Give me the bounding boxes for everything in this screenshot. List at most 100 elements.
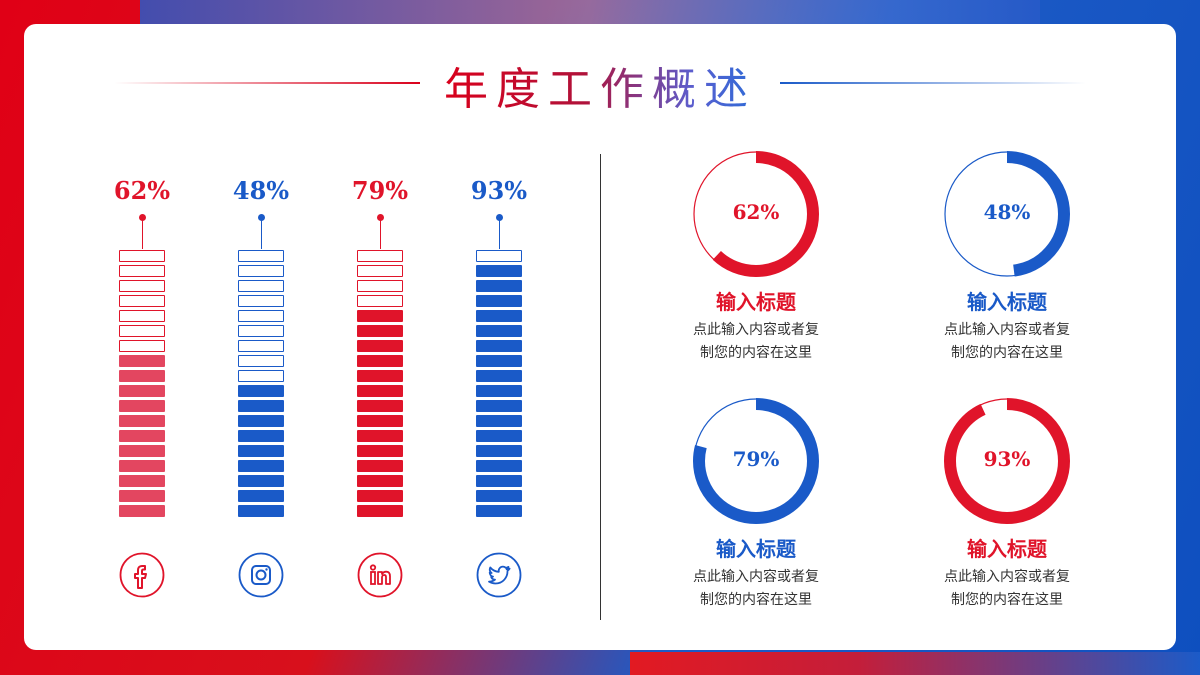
gauge-description-line: 制您的内容在这里 (951, 345, 1063, 361)
bar-segment (476, 505, 522, 517)
center-divider (600, 154, 601, 620)
page-title: 年度工作概述 (444, 60, 756, 120)
background-stripe-bottom (630, 652, 1200, 675)
bar-segment (238, 505, 284, 517)
gauge-description-line: 制您的内容在这里 (700, 345, 812, 361)
bar-segment (357, 325, 403, 337)
slide-card: 年度工作概述 62% 48% 79% 93% 62% 输入标题 点此输入内容或者复 制您的内… (24, 24, 1176, 650)
bar-segment (476, 400, 522, 412)
gauge-description-line: 制您的内容在这里 (951, 592, 1063, 608)
bar-value-label: 79% (351, 176, 409, 205)
bar-segment (119, 385, 165, 397)
bar-segment (357, 460, 403, 472)
linkedin-icon (357, 552, 403, 598)
bar-segment (238, 295, 284, 307)
bar-pin-stem (499, 219, 500, 249)
bar-column (119, 250, 167, 520)
bar-segment (119, 250, 165, 262)
gauge-description-line: 点此输入内容或者复 (693, 569, 819, 585)
bar-segment (119, 295, 165, 307)
bar-segment (119, 460, 165, 472)
ring-gauge (693, 151, 819, 277)
bar-segment (476, 325, 522, 337)
gauge-description-line: 点此输入内容或者复 (944, 569, 1070, 585)
instagram-icon (238, 552, 284, 598)
bar-segment (357, 475, 403, 487)
bar-segment (357, 280, 403, 292)
bar-segment (238, 310, 284, 322)
bar-segment (238, 430, 284, 442)
bar-segment (476, 475, 522, 487)
bar-segment (119, 370, 165, 382)
bar-segment (476, 460, 522, 472)
gauge-value-label: 48% (983, 200, 1031, 224)
bar-segment (119, 445, 165, 457)
bar-column (357, 250, 405, 520)
bar-segment (357, 445, 403, 457)
bar-column (476, 250, 524, 520)
ring-progress-arc (944, 151, 1070, 277)
bar-segment (476, 355, 522, 367)
ring-progress-arc (693, 151, 819, 277)
bar-segment (238, 415, 284, 427)
bar-segment (119, 475, 165, 487)
ring-gauge (693, 398, 819, 524)
bar-segment (357, 400, 403, 412)
bar-pin-stem (142, 219, 143, 249)
bar-segment (476, 385, 522, 397)
bar-pin-stem (261, 219, 262, 249)
bar-segment (357, 295, 403, 307)
bar-segment (238, 325, 284, 337)
bar-segment (357, 505, 403, 517)
bar-segment (238, 445, 284, 457)
bar-segment (357, 265, 403, 277)
bar-segment (238, 370, 284, 382)
title-rule-right (780, 82, 1086, 84)
bar-segment (476, 340, 522, 352)
gauge-title: 输入标题 (967, 537, 1047, 561)
bar-segment (476, 295, 522, 307)
bar-segment (357, 340, 403, 352)
gauge-title: 输入标题 (716, 290, 796, 314)
bar-column (238, 250, 286, 520)
gauge-description: 点此输入内容或者复 制您的内容在这里 (656, 319, 856, 365)
bar-segment (357, 385, 403, 397)
bar-segment (119, 310, 165, 322)
ring-progress-arc (693, 398, 819, 524)
gauge-description-line: 制您的内容在这里 (700, 592, 812, 608)
bar-segment (119, 415, 165, 427)
bar-segment (119, 280, 165, 292)
bar-pin-stem (380, 219, 381, 249)
bar-value-label: 48% (232, 176, 290, 205)
bar-segment (476, 310, 522, 322)
ring-gauge (944, 398, 1070, 524)
bar-pin-dot (496, 214, 503, 221)
title-rule-left (114, 82, 420, 84)
gauge-description-line: 点此输入内容或者复 (693, 322, 819, 338)
bar-segment (119, 355, 165, 367)
bar-segment (476, 370, 522, 382)
bar-segment (119, 340, 165, 352)
gauge-value-label: 93% (983, 447, 1031, 471)
twitter-icon (476, 552, 522, 598)
bar-segment (476, 265, 522, 277)
gauge-description: 点此输入内容或者复 制您的内容在这里 (907, 319, 1107, 365)
gauge-title: 输入标题 (967, 290, 1047, 314)
ring-progress-arc (944, 398, 1070, 524)
gauge-description: 点此输入内容或者复 制您的内容在这里 (656, 566, 856, 612)
bar-segment (238, 250, 284, 262)
gauge-description: 点此输入内容或者复 制您的内容在这里 (907, 566, 1107, 612)
gauge-description-line: 点此输入内容或者复 (944, 322, 1070, 338)
gauge-value-label: 79% (732, 447, 780, 471)
background-stripe-top (140, 0, 1040, 24)
bar-segment (238, 340, 284, 352)
bar-segment (119, 490, 165, 502)
gauge-value-label: 62% (732, 200, 780, 224)
bar-segment (476, 430, 522, 442)
bar-segment (357, 430, 403, 442)
bar-segment (238, 490, 284, 502)
bar-value-label: 62% (113, 176, 171, 205)
gauge-title: 输入标题 (716, 537, 796, 561)
bar-pin-dot (377, 214, 384, 221)
title-wrap: 年度工作概述 (24, 60, 1176, 120)
